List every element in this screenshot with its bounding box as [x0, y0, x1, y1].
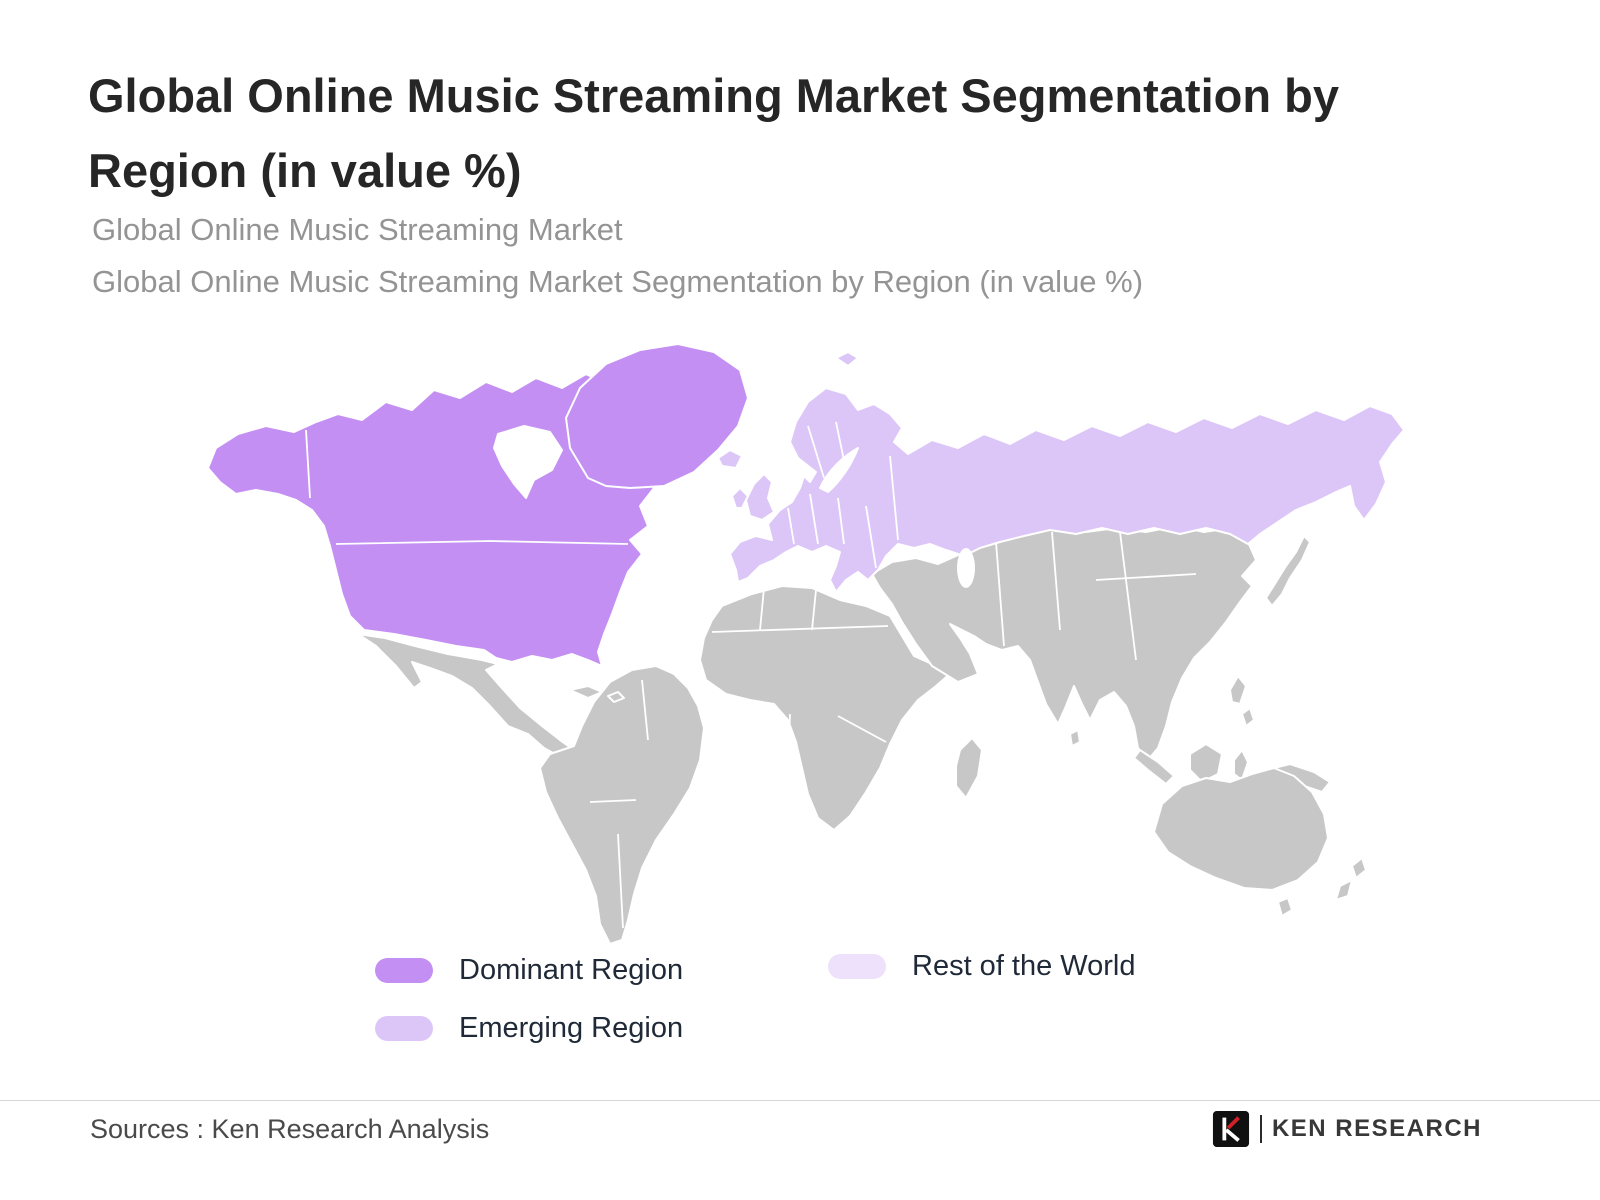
region-philippines-south	[1241, 707, 1255, 727]
region-united-kingdom	[745, 473, 775, 521]
page-title-line2: Region (in value %)	[88, 144, 522, 197]
region-tasmania	[1277, 897, 1293, 917]
region-asia-middle-east	[871, 525, 1257, 761]
region-new-zealand-north	[1351, 857, 1367, 879]
legend-swatch-emerging	[375, 1015, 433, 1041]
ken-research-logo: KEN RESEARCH	[1212, 1110, 1482, 1148]
regions-dominant	[207, 343, 749, 667]
baltic-sea	[819, 447, 859, 493]
legend-label-rest-of-world: Rest of the World	[912, 949, 1136, 982]
region-europe-russia	[729, 387, 1405, 593]
sources-text: Sources : Ken Research Analysis	[90, 1114, 490, 1144]
region-hispaniola	[607, 691, 625, 703]
region-borneo	[1189, 743, 1223, 783]
caspian-sea	[957, 548, 975, 588]
region-cuba	[569, 685, 603, 699]
world-map	[190, 330, 1450, 950]
legend-item-rest-of-world: Rest of the World	[828, 948, 1136, 984]
region-sri-lanka	[1069, 729, 1081, 747]
legend-swatch-dominant	[375, 957, 433, 983]
region-south-america	[539, 665, 705, 945]
sea-overlays	[493, 425, 975, 588]
legend-label-dominant: Dominant Region	[459, 953, 684, 986]
world-map-svg	[207, 343, 1405, 945]
logo-text: KEN RESEARCH	[1271, 1115, 1482, 1142]
logo-separator	[1259, 1115, 1262, 1143]
hudson-bay	[493, 425, 563, 499]
legend-item-emerging: Emerging Region	[375, 1010, 683, 1046]
country-borders	[305, 421, 1197, 929]
subtitle-market: Global Online Music Streaming Market	[92, 212, 623, 247]
region-sumatra	[1133, 749, 1175, 785]
region-philippines	[1229, 675, 1247, 705]
region-iceland	[717, 449, 743, 469]
subtitle-segmentation: Global Online Music Streaming Market Seg…	[92, 264, 1144, 299]
page-title: Global Online Music Streaming Market Seg…	[88, 58, 1508, 208]
legend-label-emerging: Emerging Region	[459, 1011, 684, 1044]
page-title-line1: Global Online Music Streaming Market Seg…	[88, 69, 1339, 122]
ken-research-logo-icon	[1212, 1110, 1250, 1148]
region-madagascar	[955, 737, 983, 799]
regions-emerging	[717, 351, 1405, 593]
region-svalbard	[835, 351, 859, 367]
region-new-zealand-south	[1335, 879, 1353, 901]
legend-swatch-rest-of-world	[828, 953, 886, 979]
footer-divider	[0, 1100, 1600, 1101]
region-australia	[1153, 767, 1329, 891]
region-ireland	[731, 487, 749, 509]
region-greenland	[565, 343, 749, 489]
region-africa	[699, 585, 953, 831]
legend-item-dominant: Dominant Region	[375, 952, 683, 988]
region-sulawesi	[1233, 749, 1249, 781]
region-japan	[1265, 535, 1311, 607]
